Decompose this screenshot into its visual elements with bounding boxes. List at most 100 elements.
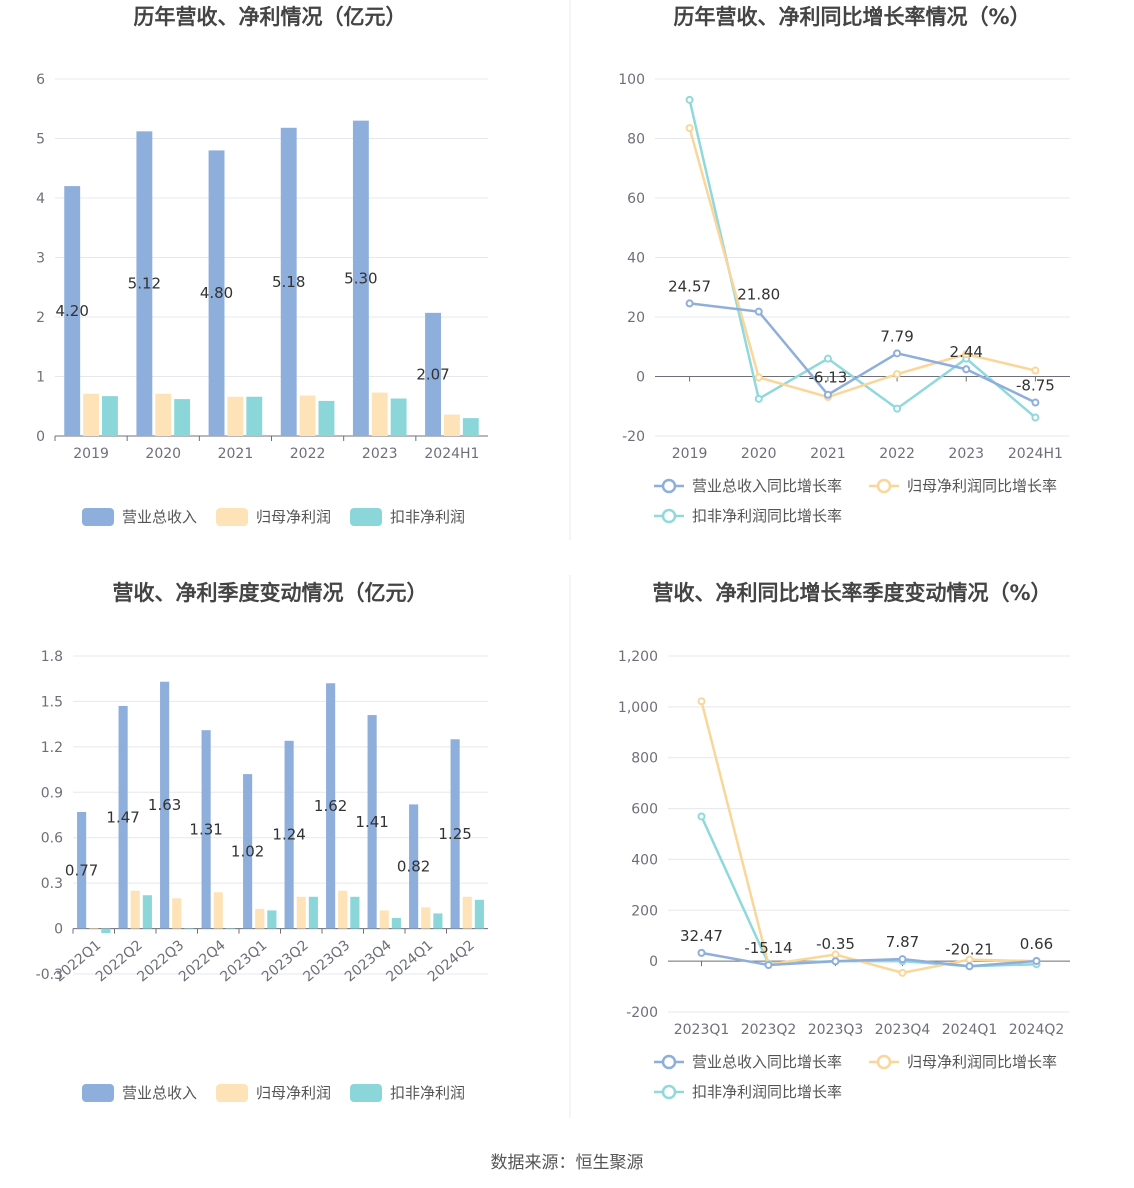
legend-swatch: [216, 1084, 248, 1102]
x-tick-label: 2024H1: [1008, 446, 1063, 462]
bar-value-label: 5.30: [344, 269, 377, 287]
series-point: [823, 390, 832, 399]
bar: [102, 396, 118, 436]
bar: [425, 312, 441, 436]
y-tick-label: 100: [618, 72, 645, 88]
y-tick-label: 40: [627, 251, 645, 267]
x-tick-label: 2023: [362, 446, 398, 462]
bar: [443, 414, 460, 436]
series-point: [893, 370, 902, 379]
bar: [326, 683, 336, 929]
legend-label: 营业总收入: [122, 508, 197, 526]
x-tick-label: 2020: [145, 446, 181, 462]
annual-revenue-profit-chart: 历年营收、净利情况（亿元） 0 1 2 3 4 5 6 2019 4.20 2020 5.12 2021…: [36, 5, 488, 526]
legend-swatch: [350, 508, 382, 526]
legend-label: 扣非净利润同比增长率: [692, 507, 842, 525]
y-tick-label: 400: [631, 852, 658, 868]
series-line: [689, 302, 1036, 404]
bar: [213, 892, 223, 929]
point-value-label: 24.57: [668, 277, 711, 295]
bar: [390, 398, 407, 436]
bar: [246, 396, 263, 436]
bar-value-label: 1.62: [314, 797, 347, 815]
quarterly-growth-rate-chart: 营收、净利同比增长率季度变动情况（%） -200 0 200 400 600 800 1,00…: [618, 581, 1070, 1101]
series-point: [697, 697, 706, 706]
series-point: [1031, 413, 1040, 422]
series-point: [685, 299, 694, 308]
x-tick-label: 2023: [948, 446, 984, 462]
bar-value-label: 1.31: [189, 820, 222, 838]
legend-label: 营业总收入: [122, 1084, 197, 1102]
legend-label: 扣非净利润: [390, 1084, 465, 1102]
legend-swatch: [216, 508, 248, 526]
x-tick-label: 2022: [290, 446, 326, 462]
y-tick-label: 0: [636, 370, 645, 386]
point-value-label: 2.44: [950, 343, 983, 361]
bar: [101, 928, 111, 934]
legend-label: 归母净利润同比增长率: [907, 477, 1057, 495]
y-tick-label: 0: [36, 429, 45, 445]
x-tick-label: 2020: [741, 446, 777, 462]
bar: [450, 739, 460, 929]
series-line: [688, 99, 1037, 419]
legend-swatch-marker: [661, 508, 677, 524]
x-tick-label: 2019: [672, 446, 708, 462]
bar: [474, 899, 484, 929]
bar: [421, 907, 431, 929]
chart-title: 营收、净利季度变动情况（亿元）: [113, 581, 428, 605]
legend-swatch: [82, 1084, 114, 1102]
series-point: [898, 968, 907, 977]
point-value-label: 32.47: [680, 927, 723, 945]
bar: [462, 418, 479, 436]
y-tick-label: 1: [36, 370, 45, 386]
series-point: [898, 955, 907, 964]
bar: [155, 393, 172, 436]
y-tick-label: -200: [626, 1005, 658, 1021]
legend-swatch-marker: [661, 1084, 677, 1100]
bar-value-label: 4.80: [200, 284, 233, 302]
data-source: 数据来源：恒生聚源: [491, 1153, 644, 1173]
legend-swatch-marker: [661, 478, 677, 494]
y-tick-label: 3: [36, 251, 45, 267]
bar: [227, 396, 244, 436]
point-value-label: -15.14: [744, 939, 792, 957]
series-point: [685, 95, 694, 104]
y-tick-label: 0.3: [41, 876, 63, 892]
y-tick-label: 20: [627, 310, 645, 326]
x-tick-label: 2022: [879, 446, 915, 462]
y-tick-label: 600: [631, 802, 658, 818]
bar-value-label: 5.12: [128, 275, 161, 293]
series-point: [754, 394, 763, 403]
y-tick-label: 1.5: [41, 694, 63, 710]
point-value-label: 0.66: [1020, 935, 1053, 953]
bar-value-label: 4.20: [56, 302, 89, 320]
legend-swatch: [82, 508, 114, 526]
bar: [350, 896, 360, 929]
legend-swatch: [350, 1084, 382, 1102]
x-tick-label: 2024H1: [424, 446, 479, 462]
series-point: [893, 404, 902, 413]
bar-value-label: 1.24: [272, 826, 305, 844]
bar: [338, 890, 348, 929]
bar-value-label: 1.47: [106, 808, 139, 826]
point-value-label: -8.75: [1016, 377, 1055, 395]
bar: [184, 928, 194, 930]
series-line: [688, 127, 1036, 399]
bar: [391, 917, 401, 929]
series-point: [1032, 956, 1041, 965]
bar: [299, 395, 316, 436]
bar: [201, 730, 211, 929]
x-tick-label: 2019: [73, 446, 109, 462]
bar: [118, 705, 128, 929]
bar: [208, 150, 225, 436]
bar: [267, 910, 277, 929]
bar: [284, 740, 294, 929]
series-line: [700, 700, 1037, 975]
x-tick-label: 2023Q4: [875, 1022, 931, 1038]
y-tick-label: 0.6: [41, 831, 63, 847]
bar-value-label: 0.82: [397, 857, 430, 875]
y-tick-label: 0.9: [41, 785, 63, 801]
bar-value-label: 2.07: [416, 365, 449, 383]
series-point: [697, 948, 706, 957]
x-tick-label: 2021: [218, 446, 254, 462]
